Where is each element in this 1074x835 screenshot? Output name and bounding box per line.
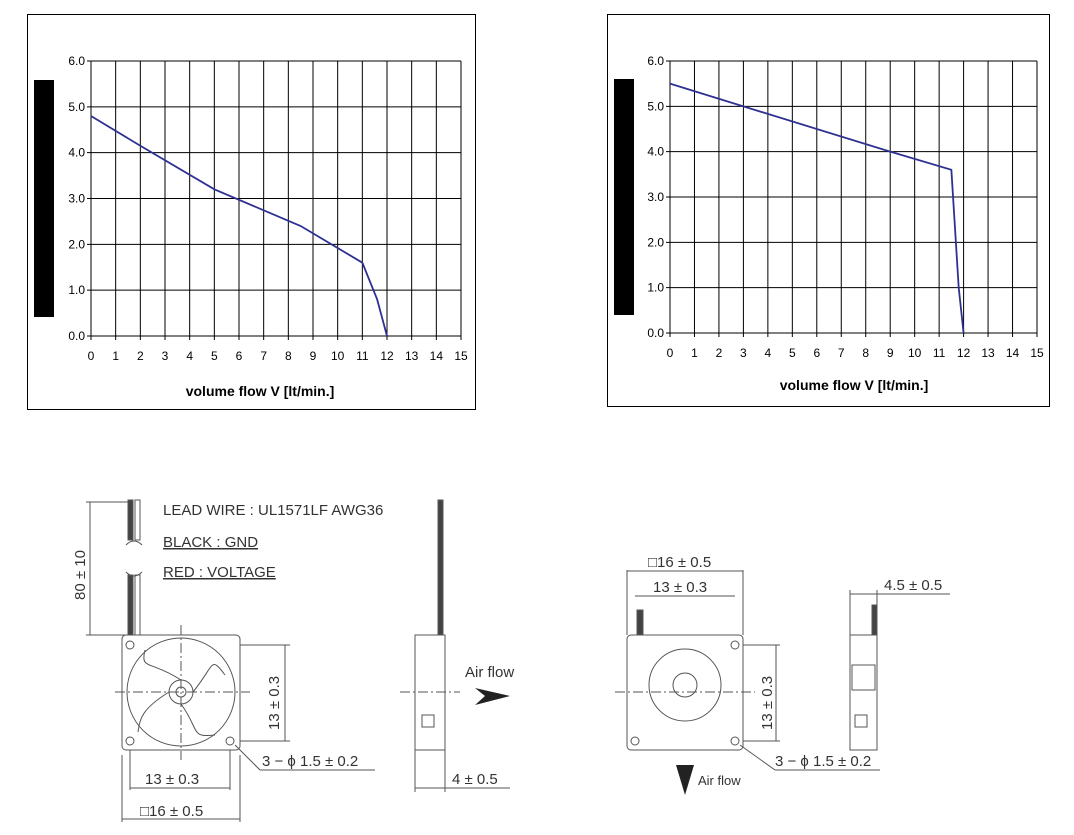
chart-right-series-line <box>669 82 965 334</box>
x-tick-label: 12 <box>957 346 971 360</box>
hole-dim-right: 3 − ϕ 1.5 ± 0.2 <box>775 753 871 770</box>
chart-right: 0.0 1.0 2.0 3.0 4.0 5.0 6.0 0 1 2 3 4 5 6 7 8 9 10 11 12 13… <box>607 14 1050 407</box>
x-tick-label: 5 <box>789 346 796 360</box>
y-tick-label: 0.0 <box>68 329 85 343</box>
inner-width-dim-right: 13 ± 0.3 <box>653 579 707 596</box>
y-tick-label: 1.0 <box>647 281 664 295</box>
chart-left-svg: 0.01.02.03.04.05.06.0 0 1 2 3 4 5 6 7 8 9 10 11 12 13… <box>34 54 468 399</box>
y-tick-label: 4.0 <box>68 146 85 160</box>
x-tick-label: 8 <box>862 346 869 360</box>
x-tick-label: 15 <box>1030 346 1044 360</box>
x-tick-label: 11 <box>933 346 946 360</box>
chart-left-x-label: volume flow V [lt/min.] <box>186 383 335 399</box>
y-tick-label: 2.0 <box>647 235 664 249</box>
y-tick-label: 5.0 <box>647 99 664 113</box>
inner-width-dim-left: 13 ± 0.3 <box>145 771 199 788</box>
height-dim-right: 13 ± 0.3 <box>759 676 776 730</box>
y-tick-label: 3.0 <box>68 192 85 206</box>
x-tick-label: 2 <box>137 349 144 363</box>
outer-width-dim-right: □16 ± 0.5 <box>648 554 711 571</box>
y-axis-label-block <box>614 79 634 315</box>
x-tick-label: 14 <box>430 349 444 363</box>
y-tick-label: 2.0 <box>68 237 85 251</box>
x-tick-label: 4 <box>186 349 193 363</box>
x-tick-label: 0 <box>88 349 95 363</box>
chart-right-x-label: volume flow V [lt/min.] <box>780 377 929 393</box>
hole-dim-left: 3 − ϕ 1.5 ± 0.2 <box>262 753 358 770</box>
x-tick-label: 8 <box>285 349 292 363</box>
x-tick-label: 7 <box>260 349 267 363</box>
chart-left-y-ticks: 0.0 1.0 2.0 3.0 4.0 5.0 6.0 <box>68 54 85 343</box>
y-tick-label: 6.0 <box>68 54 85 68</box>
airflow-label-side: Air flow <box>465 664 514 681</box>
x-tick-label: 1 <box>112 349 119 363</box>
y-tick-label: 6.0 <box>647 54 664 68</box>
x-tick-label: 9 <box>887 346 894 360</box>
x-tick-label: 10 <box>908 346 922 360</box>
x-tick-label: 6 <box>813 346 820 360</box>
chart-right-grid <box>666 60 1038 337</box>
x-tick-label: 0 <box>667 346 674 360</box>
fan-dimension-drawings: LEAD WIRE : UL1571LF AWG36 BLACK : GND R… <box>72 499 950 822</box>
x-tick-label: 14 <box>1006 346 1020 360</box>
airflow-label-down: Air flow <box>698 773 741 788</box>
x-tick-label: 11 <box>356 349 369 363</box>
x-tick-label: 13 <box>405 349 419 363</box>
x-tick-label: 3 <box>162 349 169 363</box>
outer-width-dim-left: □16 ± 0.5 <box>140 803 203 820</box>
x-tick-label: 6 <box>236 349 243 363</box>
chart-left: 0.0 1.0 2.0 3.0 4.0 5.0 6.0 0 1 2 3 4 5 6 7 8 9 10 11 12 13… <box>27 14 476 410</box>
chart-right-svg: 0.01.02.03.04.05.06.0 0 1 2 3 4 5 6 7 8 9 10 11 12 13… <box>614 54 1044 393</box>
x-tick-label: 3 <box>740 346 747 360</box>
wire-length-dim: 80 ± 10 <box>72 550 89 600</box>
y-axis-label-block <box>34 80 54 317</box>
x-tick-label: 12 <box>380 349 394 363</box>
chart-left-x-ticks: 0 1 2 3 4 5 6 7 8 9 10 11 12 13 14 15 <box>88 349 468 363</box>
y-tick-label: 1.0 <box>68 283 85 297</box>
chart-left-grid <box>87 60 462 340</box>
x-tick-label: 2 <box>716 346 723 360</box>
y-tick-label: 0.0 <box>647 326 664 340</box>
chart-left-series-line <box>90 115 388 337</box>
x-tick-label: 7 <box>838 346 845 360</box>
x-tick-label: 15 <box>454 349 468 363</box>
height-dim-left: 13 ± 0.3 <box>266 676 283 730</box>
red-wire-label: RED : VOLTAGE <box>163 564 276 581</box>
black-wire-label: BLACK : GND <box>163 534 258 551</box>
y-tick-label: 4.0 <box>647 145 664 159</box>
depth-dim-right: 4.5 ± 0.5 <box>884 577 942 594</box>
x-tick-label: 9 <box>310 349 317 363</box>
x-tick-label: 1 <box>691 346 698 360</box>
x-tick-label: 5 <box>211 349 218 363</box>
lead-wire-label: LEAD WIRE : UL1571LF AWG36 <box>163 502 383 519</box>
depth-dim-left: 4 ± 0.5 <box>452 771 498 788</box>
y-tick-label: 5.0 <box>68 100 85 114</box>
x-tick-label: 13 <box>981 346 995 360</box>
x-tick-label: 4 <box>765 346 772 360</box>
x-tick-label: 10 <box>331 349 345 363</box>
chart-right-y-ticks: 0.0 1.0 2.0 3.0 4.0 5.0 6.0 <box>647 54 664 340</box>
y-tick-label: 3.0 <box>647 190 664 204</box>
chart-right-x-ticks: 0 1 2 3 4 5 6 7 8 9 10 11 12 13 14 15 <box>667 346 1044 360</box>
